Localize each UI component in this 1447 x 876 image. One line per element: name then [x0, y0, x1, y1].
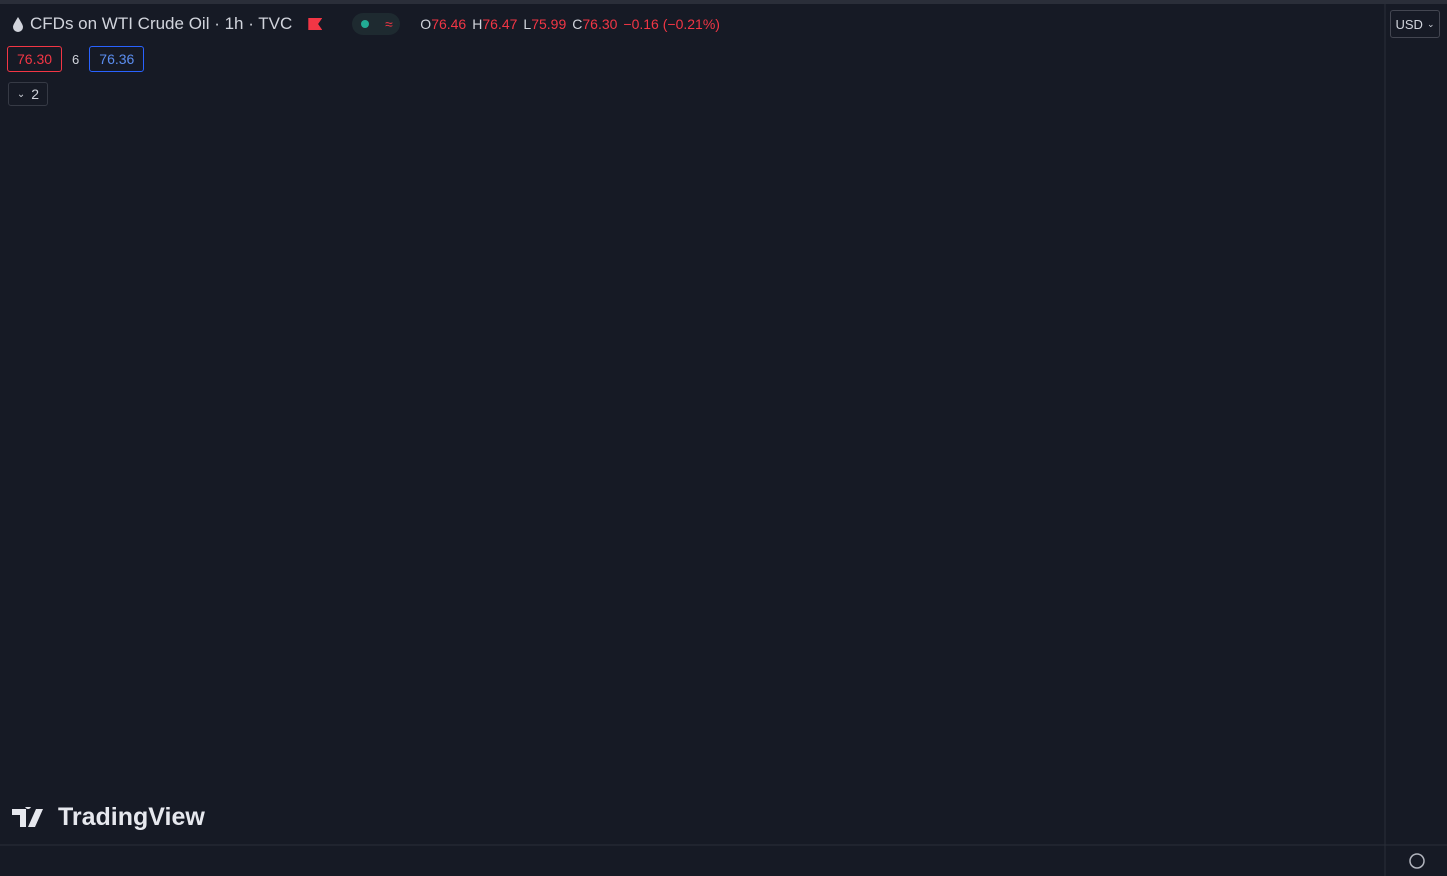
- flag[interactable]: [308, 18, 323, 30]
- drop-icon: [13, 17, 23, 32]
- watermark-text: TradingView: [58, 803, 205, 831]
- top-border: [0, 0, 1447, 4]
- ohlc-key: L: [523, 16, 532, 32]
- header: CFDs on WTI Crude Oil · 1h · TVC ≈ O76.4…: [12, 12, 720, 36]
- ask[interactable]: 76.36: [89, 46, 145, 72]
- chevron: ⌄: [16, 88, 26, 100]
- bid[interactable]: 76.30: [7, 46, 63, 72]
- ohlc-key: H: [472, 16, 483, 32]
- ohlc-value: 76.46: [431, 16, 467, 32]
- chevron: ⌄: [1426, 18, 1435, 29]
- approx-icon: ≈: [385, 16, 393, 32]
- status-pill[interactable]: ≈: [352, 13, 401, 35]
- currency[interactable]: USD ⌄: [1390, 10, 1440, 38]
- bid-ask: 76.30 6 76.36: [7, 46, 145, 72]
- status-dot: [360, 20, 369, 28]
- settings-icon[interactable]: [1409, 853, 1425, 869]
- indicator-count: 2: [31, 86, 40, 102]
- ohlc-key: C: [572, 16, 583, 32]
- ohlc-legend: O76.46 H76.47 L75.99 C76.30 −0.16 (−0.21…: [420, 16, 720, 32]
- symbol-title[interactable]: CFDs on WTI Crude Oil · 1h · TVC: [30, 14, 293, 33]
- ohlc-value: 76.30: [582, 16, 618, 32]
- ohlc-value: 75.99: [531, 16, 567, 32]
- watermark: TradingView: [12, 803, 205, 832]
- ohlc-value: 76.47: [482, 16, 518, 32]
- currency-label: USD: [1395, 16, 1423, 32]
- logo: [12, 806, 43, 827]
- ohlc-key: O: [420, 16, 432, 32]
- spread: 6: [72, 51, 80, 67]
- change: −0.16 (−0.21%): [623, 16, 720, 32]
- indicators-toggle[interactable]: ⌄ 2: [8, 82, 48, 106]
